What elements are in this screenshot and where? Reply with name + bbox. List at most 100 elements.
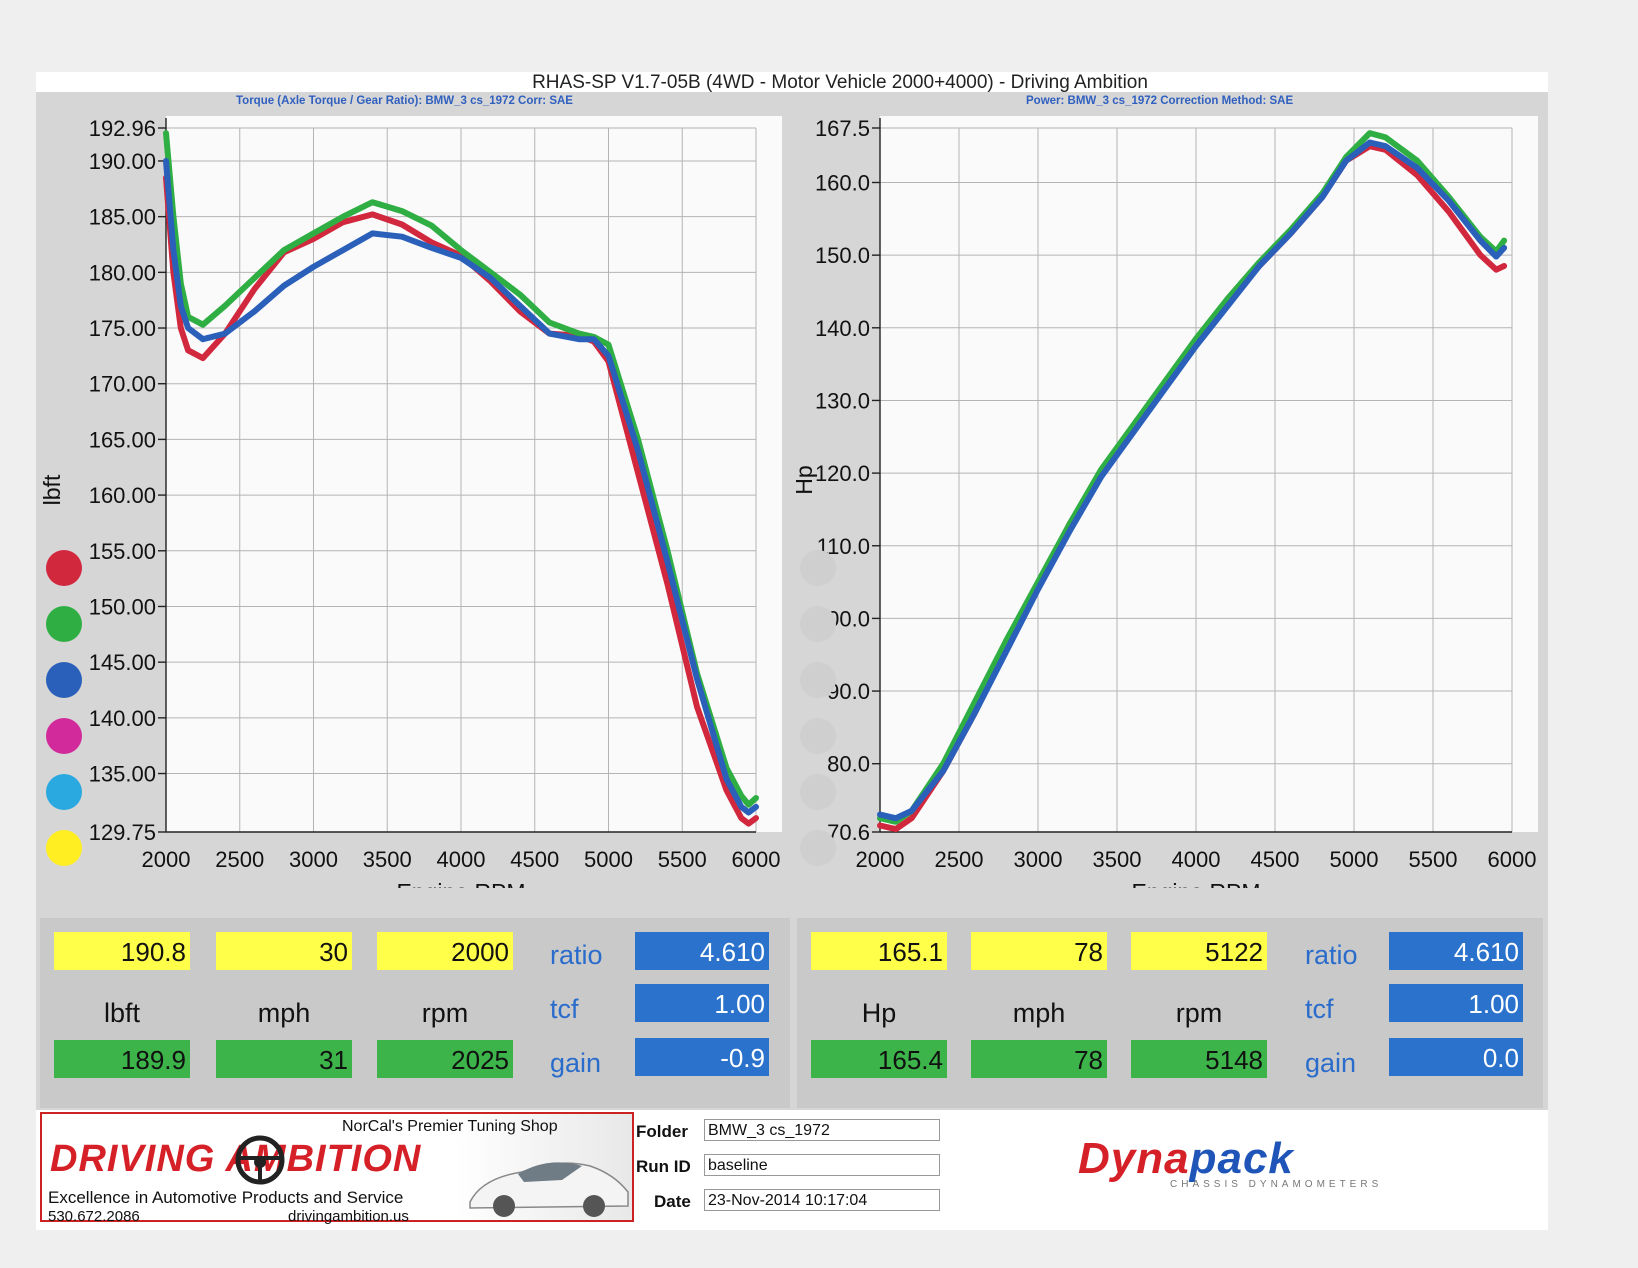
date-field: 23-Nov-2014 10:17:04 [704, 1189, 940, 1211]
y-tick-label: 175.00 [89, 316, 156, 341]
shop-tagline: NorCal's Premier Tuning Shop [342, 1118, 558, 1135]
speed-unit-label: mph [257, 998, 311, 1028]
power-gain-value: 0.0 [1389, 1038, 1523, 1076]
series-line-3 [163, 158, 759, 816]
run-selector-dot[interactable] [800, 718, 836, 754]
power-ratio-value: 4.610 [1389, 932, 1523, 970]
series-line-3 [877, 139, 1508, 822]
x-tick-label: 4000 [437, 847, 486, 872]
x-tick-label: 3500 [1093, 847, 1142, 872]
y-tick-label: 180.00 [89, 260, 156, 285]
power-ratio-label: ratio [1305, 940, 1358, 970]
shop-logo-panel: NorCal's Premier Tuning Shop DRIVING AMB… [40, 1112, 634, 1225]
y-tick-label: 129.75 [89, 820, 156, 845]
y-tick-label: 120.0 [815, 461, 870, 486]
run-selector-dot[interactable] [800, 550, 836, 586]
x-tick-label: 4500 [510, 847, 559, 872]
torque-chart: 2000 2500 3000 3500 4000 4500 5000 5500 6000 192.… [36, 110, 796, 888]
power-speed-unit-label: mph [1012, 998, 1066, 1028]
y-tick-label: 130.0 [815, 388, 870, 413]
rpm-value-2: 2025 [377, 1040, 513, 1078]
speed-value-1: 30 [216, 932, 352, 970]
x-tick-label: 2000 [142, 847, 191, 872]
power-value-2: 165.4 [811, 1040, 947, 1078]
speed-value-2: 31 [216, 1040, 352, 1078]
torque-chart-svg: 2000 2500 3000 3500 4000 4500 5000 5500 6000 192.… [39, 116, 782, 888]
torque-value-1: 190.8 [54, 932, 190, 970]
x-tick-label: 2500 [215, 847, 264, 872]
power-rpm-unit-label: rpm [1175, 998, 1223, 1028]
y-tick-label: 160.0 [815, 170, 870, 195]
run-selector-dot[interactable] [800, 606, 836, 642]
ratio-label: ratio [550, 940, 603, 970]
run-selector-dot[interactable] [46, 550, 82, 586]
series-line-2 [877, 130, 1508, 825]
run-selector-dot[interactable] [46, 718, 82, 754]
gain-label: gain [550, 1048, 602, 1078]
y-tick-label: 150.00 [89, 594, 156, 619]
runid-field: baseline [704, 1154, 940, 1176]
x-tick-label: 4000 [1172, 847, 1221, 872]
torque-value-2: 189.9 [54, 1040, 190, 1078]
x-tick-label: 3000 [289, 847, 338, 872]
folder-label: Folder [636, 1122, 688, 1141]
run-selector-dot[interactable] [800, 662, 836, 698]
dynapack-logo-part1: Dyna [1078, 1134, 1190, 1183]
readout-right-panel: 165.1 78 5122 Hp mph rpm 165.4 78 5148 r… [797, 918, 1543, 1108]
y-tick-label: 160.00 [89, 483, 156, 508]
y-tick-label: 140.00 [89, 706, 156, 731]
run-selector-dot[interactable] [800, 774, 836, 810]
steering-wheel-icon [235, 1135, 285, 1185]
power-tcf-value: 1.00 [1389, 984, 1523, 1022]
power-gain-label: gain [1305, 1048, 1357, 1078]
run-selector-dot[interactable] [46, 774, 82, 810]
runid-label: Run ID [636, 1157, 691, 1176]
power-chart: 2000 2500 3000 3500 4000 4500 5000 5500 6000 167.… [790, 110, 1550, 888]
power-speed-value-2: 78 [971, 1040, 1107, 1078]
car-image-icon [469, 1162, 629, 1217]
power-rpm-value-2: 5148 [1131, 1040, 1267, 1078]
gain-value: -0.9 [635, 1038, 769, 1076]
dynapack-logo-part2: pack [1189, 1134, 1294, 1183]
rpm-value-1: 2000 [377, 932, 513, 970]
power-rpm-value-1: 5122 [1131, 932, 1267, 970]
dynapack-logo: Dynapack [1078, 1134, 1294, 1184]
shop-slogan: Excellence in Automotive Products and Se… [48, 1188, 404, 1207]
y-tick-label: 145.00 [89, 650, 156, 675]
y-tick-label: 185.00 [89, 205, 156, 230]
power-chart-svg: 2000 2500 3000 3500 4000 4500 5000 5500 6000 167.… [791, 116, 1538, 888]
report-title: RHAS-SP V1.7-05B (4WD - Motor Vehicle 20… [532, 72, 1148, 93]
x-tick-label: 5000 [1330, 847, 1379, 872]
y-tick-label: 135.00 [89, 762, 156, 787]
y-tick-label: 192.96 [89, 116, 156, 141]
y-tick-label: 165.00 [89, 427, 156, 452]
power-value-1: 165.1 [811, 932, 947, 970]
run-selector-dot[interactable] [46, 830, 82, 866]
power-speed-value-1: 78 [971, 932, 1107, 970]
power-subtitle: Power: BMW_3 cs_1972 Correction Method: … [1026, 95, 1294, 107]
x-tick-label: 6000 [1488, 847, 1537, 872]
x-tick-label: 2000 [856, 847, 905, 872]
readout-left-panel: 190.8 30 2000 lbft mph rpm 189.9 31 2025… [40, 918, 790, 1108]
power-tcf-label: tcf [1305, 994, 1334, 1024]
dynapack-subtitle: CHASSIS DYNAMOMETERS [1170, 1179, 1383, 1190]
plot-area [880, 116, 1538, 832]
plot-area [166, 116, 782, 832]
tcf-value: 1.00 [635, 984, 769, 1022]
tcf-label: tcf [550, 994, 579, 1024]
run-selector-dot[interactable] [46, 662, 82, 698]
y-tick-label: 190.00 [89, 149, 156, 174]
run-selector-dot[interactable] [800, 830, 836, 866]
x-tick-label: 5500 [1409, 847, 1458, 872]
y-tick-label: 167.5 [815, 116, 870, 141]
x-tick-label: 4500 [1251, 847, 1300, 872]
shop-logo: DRIVING AMBITION [50, 1138, 422, 1180]
rpm-unit-label: rpm [421, 998, 469, 1028]
x-axis-title: Engine RPM [396, 879, 525, 888]
y-tick-label: 140.0 [815, 316, 870, 341]
run-selector-dot[interactable] [46, 606, 82, 642]
x-tick-label: 2500 [935, 847, 984, 872]
date-label: Date [654, 1192, 691, 1211]
torque-unit-label: lbft [103, 998, 141, 1028]
x-tick-label: 5000 [584, 847, 633, 872]
